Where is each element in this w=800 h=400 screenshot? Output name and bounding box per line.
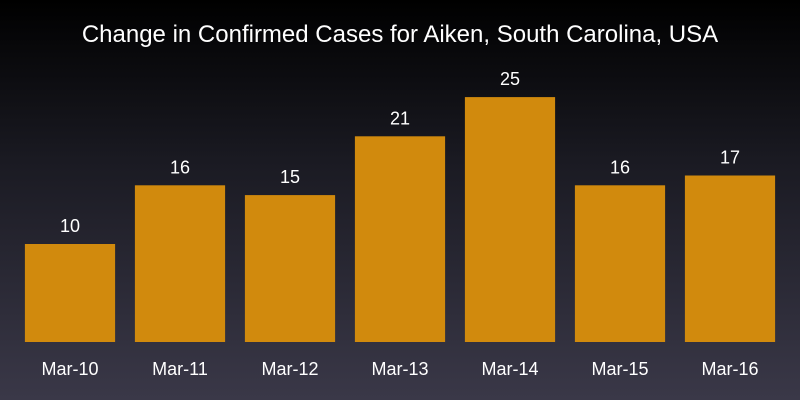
bar-mar-11 xyxy=(134,185,226,342)
data-label-mar-13: 21 xyxy=(390,108,410,128)
data-label-mar-12: 15 xyxy=(280,167,300,187)
chart-title: Change in Confirmed Cases for Aiken, Sou… xyxy=(81,21,719,48)
bar-mar-14 xyxy=(464,97,556,342)
x-tick-label-mar-12: Mar-12 xyxy=(261,359,318,379)
data-label-mar-16: 17 xyxy=(720,148,740,168)
data-label-mar-15: 16 xyxy=(610,157,630,177)
data-label-mar-14: 25 xyxy=(500,69,520,89)
bar-mar-13 xyxy=(354,136,446,342)
x-tick-label-mar-10: Mar-10 xyxy=(41,359,98,379)
bar-mar-16 xyxy=(684,175,776,342)
data-label-mar-11: 16 xyxy=(170,157,190,177)
x-tick-label-mar-16: Mar-16 xyxy=(701,359,758,379)
bar-mar-10 xyxy=(24,244,116,342)
bar-mar-12 xyxy=(244,195,336,342)
bar-mar-15 xyxy=(574,185,666,342)
data-label-mar-10: 10 xyxy=(60,216,80,236)
x-tick-label-mar-15: Mar-15 xyxy=(591,359,648,379)
x-tick-label-mar-13: Mar-13 xyxy=(371,359,428,379)
x-tick-label-mar-11: Mar-11 xyxy=(152,359,208,379)
x-tick-label-mar-14: Mar-14 xyxy=(481,359,538,379)
